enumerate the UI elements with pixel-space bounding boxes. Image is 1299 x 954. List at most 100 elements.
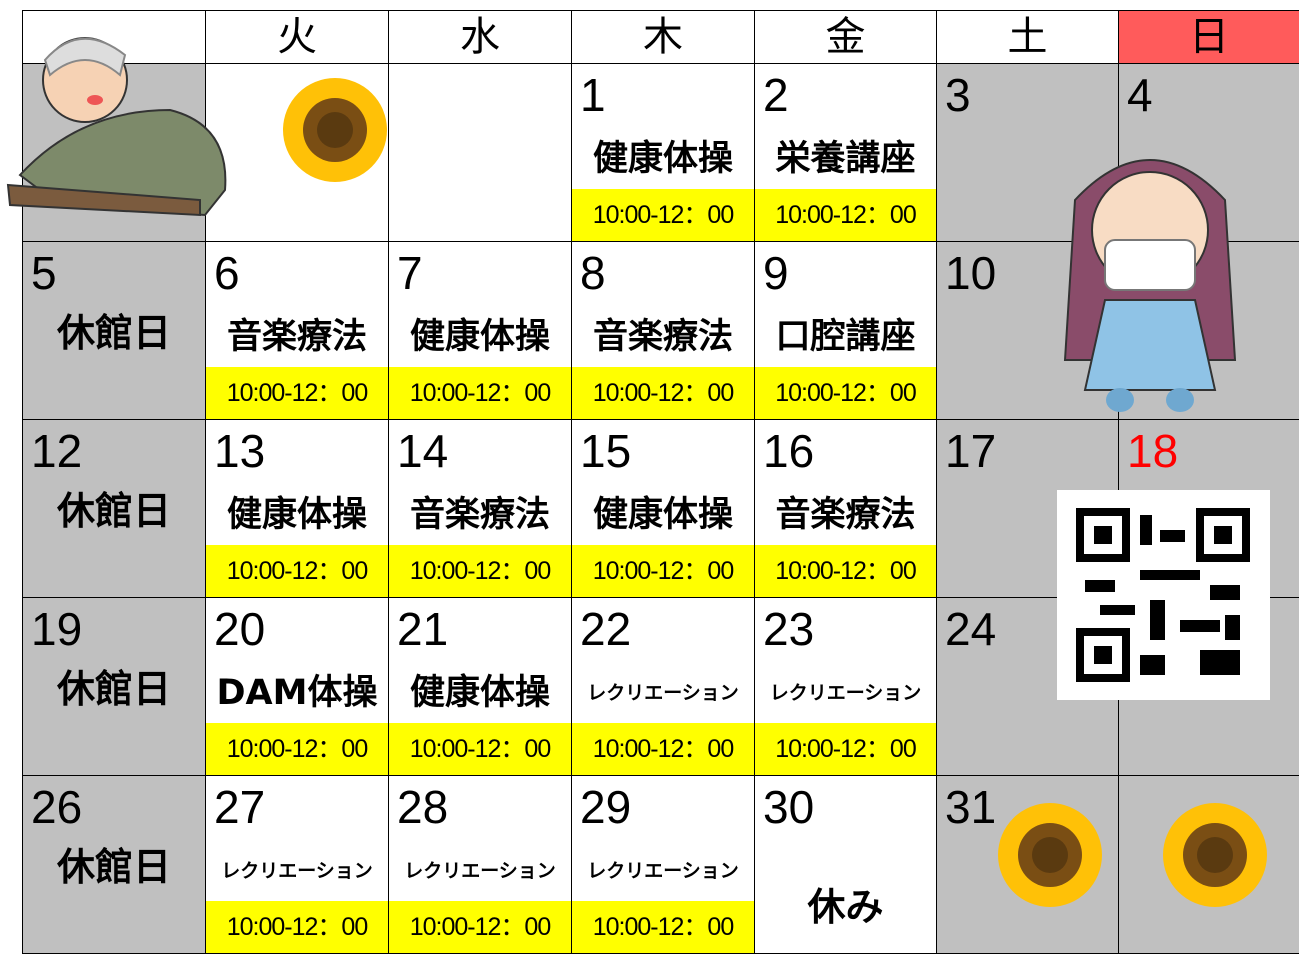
day-cell bbox=[1118, 597, 1299, 776]
day-number: 20 bbox=[214, 603, 266, 655]
day-cell: 12 休館日 bbox=[22, 419, 206, 598]
day-number: 6 bbox=[214, 247, 240, 299]
activity-label: 健康体操 bbox=[409, 317, 550, 357]
day-number: 29 bbox=[580, 781, 632, 833]
activity-label: 音楽療法 bbox=[775, 495, 916, 535]
time-label: 10:00-12：00 bbox=[572, 189, 754, 241]
day-cell: 21 健康体操 10:00-12：00 bbox=[388, 597, 572, 776]
day-cell: 4 bbox=[1118, 63, 1299, 242]
day-number: 27 bbox=[214, 781, 266, 833]
day-cell bbox=[1118, 241, 1299, 420]
day-number: 4 bbox=[1127, 69, 1153, 121]
activity-label: 健康体操 bbox=[409, 673, 550, 713]
activity-label: レクリエーション bbox=[587, 860, 739, 882]
day-number: 21 bbox=[397, 603, 449, 655]
time-label: 10:00-12：00 bbox=[389, 367, 571, 419]
activity-label: レクリエーション bbox=[221, 860, 373, 882]
day-cell: 23 レクリエーション 10:00-12：00 bbox=[754, 597, 937, 776]
time-label: 10:00-12：00 bbox=[206, 545, 388, 597]
day-cell bbox=[388, 63, 572, 242]
time-label: 10:00-12：00 bbox=[755, 367, 936, 419]
weekday-header: 金 bbox=[754, 10, 937, 64]
activity-label: 音楽療法 bbox=[226, 317, 367, 357]
day-cell: 31 bbox=[936, 775, 1119, 954]
day-cell: 5 休館日 bbox=[22, 241, 206, 420]
header-cell bbox=[22, 10, 206, 64]
day-cell: 1 健康体操 10:00-12：00 bbox=[571, 63, 755, 242]
day-cell bbox=[205, 63, 389, 242]
day-number: 30 bbox=[763, 781, 815, 833]
time-label: 10:00-12：00 bbox=[572, 367, 754, 419]
day-cell: 14 音楽療法 10:00-12：00 bbox=[388, 419, 572, 598]
day-cell: 18 bbox=[1118, 419, 1299, 598]
day-cell: 16 音楽療法 10:00-12：00 bbox=[754, 419, 937, 598]
activity-label: レクリエーション bbox=[404, 860, 556, 882]
day-cell: 2 栄養講座 10:00-12：00 bbox=[754, 63, 937, 242]
day-cell: 6 音楽療法 10:00-12：00 bbox=[205, 241, 389, 420]
day-number: 18 bbox=[1127, 425, 1179, 477]
day-number: 17 bbox=[945, 425, 997, 477]
time-label: 10:00-12：00 bbox=[755, 545, 936, 597]
day-cell: 17 bbox=[936, 419, 1119, 598]
day-number: 24 bbox=[945, 603, 997, 655]
day-number: 5 bbox=[31, 247, 57, 299]
activity-label: 休館日 bbox=[56, 489, 171, 533]
activity-label: 健康体操 bbox=[592, 139, 733, 179]
day-cell: 28 レクリエーション 10:00-12：00 bbox=[388, 775, 572, 954]
weekday-header: 木 bbox=[571, 10, 755, 64]
day-number: 14 bbox=[397, 425, 449, 477]
day-number: 8 bbox=[580, 247, 606, 299]
day-number: 22 bbox=[580, 603, 632, 655]
weekday-header: 水 bbox=[388, 10, 572, 64]
time-label: 10:00-12：00 bbox=[572, 723, 754, 775]
day-cell: 29 レクリエーション 10:00-12：00 bbox=[571, 775, 755, 954]
day-number: 9 bbox=[763, 247, 789, 299]
time-label: 10:00-12：00 bbox=[206, 367, 388, 419]
day-cell: 19 休館日 bbox=[22, 597, 206, 776]
activity-label: 音楽療法 bbox=[592, 317, 733, 357]
day-cell: 13 健康体操 10:00-12：00 bbox=[205, 419, 389, 598]
day-cell: 24 bbox=[936, 597, 1119, 776]
day-cell: 15 健康体操 10:00-12：00 bbox=[571, 419, 755, 598]
time-label: 10:00-12：00 bbox=[206, 901, 388, 953]
day-number: 13 bbox=[214, 425, 266, 477]
day-cell: 20 DAM体操 10:00-12：00 bbox=[205, 597, 389, 776]
activity-label: DAM体操 bbox=[216, 673, 378, 713]
activity-label: レクリエーション bbox=[587, 682, 739, 704]
weekday-header: 火 bbox=[205, 10, 389, 64]
day-number: 31 bbox=[945, 781, 997, 833]
day-number: 12 bbox=[31, 425, 83, 477]
day-number: 23 bbox=[763, 603, 815, 655]
activity-label: 健康体操 bbox=[226, 495, 367, 535]
weekday-header: 日 bbox=[1118, 10, 1299, 64]
day-cell: 8 音楽療法 10:00-12：00 bbox=[571, 241, 755, 420]
day-cell: 10 bbox=[936, 241, 1119, 420]
time-label: 10:00-12：00 bbox=[755, 189, 936, 241]
day-number: 7 bbox=[397, 247, 423, 299]
time-label: 10:00-12：00 bbox=[389, 723, 571, 775]
day-number: 28 bbox=[397, 781, 449, 833]
activity-label: 栄養講座 bbox=[775, 139, 916, 179]
activity-label: 休館日 bbox=[56, 845, 171, 889]
weekday-header: 土 bbox=[936, 10, 1119, 64]
day-cell: 27 レクリエーション 10:00-12：00 bbox=[205, 775, 389, 954]
activity-label: レクリエーション bbox=[769, 682, 922, 704]
day-cell bbox=[22, 63, 206, 242]
day-number: 19 bbox=[31, 603, 83, 655]
time-label: 10:00-12：00 bbox=[389, 901, 571, 953]
time-label: 10:00-12：00 bbox=[572, 901, 754, 953]
day-cell: 3 bbox=[936, 63, 1119, 242]
day-cell: 7 健康体操 10:00-12：00 bbox=[388, 241, 572, 420]
activity-label: 音楽療法 bbox=[409, 495, 550, 535]
day-cell: 22 レクリエーション 10:00-12：00 bbox=[571, 597, 755, 776]
activity-label: 健康体操 bbox=[592, 495, 733, 535]
day-cell bbox=[1118, 775, 1299, 954]
time-label: 10:00-12：00 bbox=[755, 723, 936, 775]
day-number: 15 bbox=[580, 425, 632, 477]
day-number: 26 bbox=[31, 781, 83, 833]
day-number: 2 bbox=[763, 69, 789, 121]
day-number: 1 bbox=[580, 69, 606, 121]
day-cell: 30 休み bbox=[754, 775, 937, 954]
day-number: 16 bbox=[763, 425, 815, 477]
